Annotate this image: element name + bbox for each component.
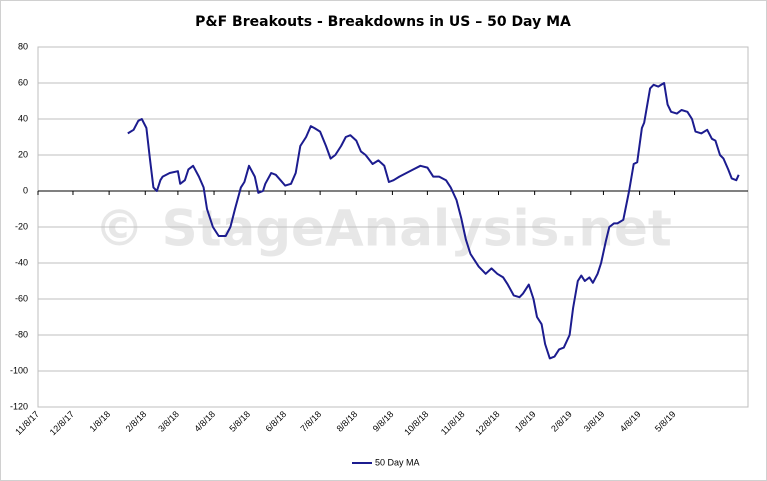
watermark: © StageAnalysis.net [94,200,672,258]
y-tick-label: -80 [15,329,28,339]
y-tick-label: -60 [15,293,28,303]
y-tick-label: 20 [18,149,28,159]
y-tick-label: 40 [18,113,28,123]
y-tick-label: -100 [10,365,28,375]
y-tick-label: 80 [18,41,28,51]
y-tick-label: -20 [15,221,28,231]
legend-label: 50 Day MA [375,457,420,467]
y-tick-label: -40 [15,257,28,267]
y-tick-label: 60 [18,77,28,87]
y-tick-label: -120 [10,401,28,411]
chart-title: P&F Breakouts - Breakdowns in US – 50 Da… [195,14,571,30]
series-line [127,82,740,360]
y-tick-label: 0 [23,185,28,195]
